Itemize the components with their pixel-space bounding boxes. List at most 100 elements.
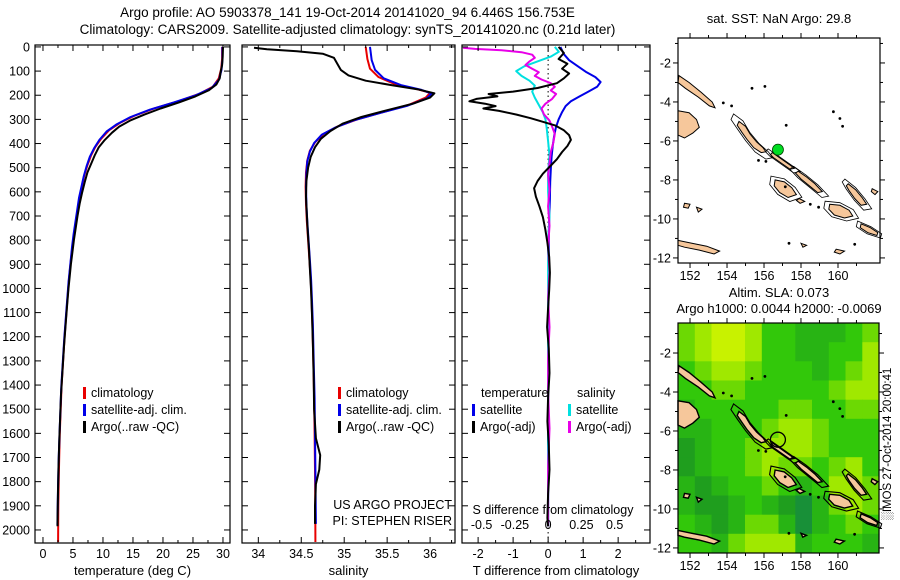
sst-map-islet-speck — [784, 123, 788, 127]
temperature-profile-ytick-label: 1200 — [2, 330, 30, 344]
sla-field-cell — [711, 495, 729, 516]
sla-field-cell — [694, 342, 713, 362]
sla-map-xtick-label: 152 — [680, 559, 701, 573]
difference-profile-legend-label: temperature — [481, 386, 548, 400]
sst-map-xtick-label: 152 — [680, 269, 701, 283]
sla-field-cell — [711, 361, 729, 381]
sla-field-cell — [694, 457, 713, 477]
sst-map-island-santa-isabel — [794, 170, 824, 194]
temperature-profile-xtick-label: 10 — [96, 547, 110, 561]
sla-field-cell — [795, 495, 813, 516]
sla-map-islet-speck — [757, 449, 760, 452]
sla-field-cell — [745, 399, 763, 420]
temperature-profile-ytick-label: 900 — [9, 258, 30, 272]
sla-field-cell — [845, 438, 863, 458]
sst-map-xtick-label: 160 — [828, 269, 849, 283]
difference-profile-legend-marker — [472, 404, 475, 416]
sla-field-cell — [761, 495, 780, 516]
sla-field-cell — [761, 399, 780, 420]
temperature-profile-ytick-label: 1000 — [2, 282, 30, 296]
sst-map-islet-speck — [853, 242, 857, 246]
sst-map-island-bougainville — [736, 120, 767, 154]
sla-field-cell — [845, 342, 863, 362]
sla-field-cell — [812, 323, 830, 343]
sla-map-islet-speck — [783, 475, 787, 479]
sla-map-islet-speck — [721, 391, 725, 395]
sla-field-cell — [795, 514, 813, 535]
sla-map-contour-santa-isabel — [788, 455, 830, 489]
difference-profile-legend-label: Argo(-adj) — [480, 420, 536, 434]
sla-map-frame — [677, 322, 880, 554]
difference-profile-xtick-label: 1 — [580, 547, 587, 561]
sla-field-cell — [795, 361, 813, 381]
temperature-profile-ytick-label: 2000 — [2, 523, 30, 537]
sla-map-island-new-ireland — [677, 364, 717, 399]
salinity-profile-legend-label: Argo(..raw -QC) — [346, 420, 434, 434]
sla-field-cell — [711, 438, 729, 458]
difference-profile-saxis-label: S difference from climatology — [473, 503, 635, 517]
temperature-profile-legend-marker — [83, 387, 86, 399]
sla-field-cell — [845, 399, 863, 420]
sla-field-cell — [828, 342, 847, 362]
sla-field-cell — [845, 418, 863, 439]
sla-map-argo-position-marker — [769, 431, 787, 448]
sla-field-cell — [678, 380, 696, 401]
sst-map-islet-speck — [750, 86, 754, 90]
sla-field-cell — [761, 380, 780, 401]
sla-field-cell — [862, 495, 880, 516]
sst-map-islet-speck — [808, 202, 812, 206]
sla-field-cell — [745, 438, 763, 458]
sla-field-cell — [828, 514, 847, 535]
sla-field-cell — [778, 514, 796, 535]
sla-field-cell — [678, 438, 696, 458]
sla-field-cell — [812, 380, 830, 401]
sla-field-cell — [795, 342, 813, 362]
sla-field-cell — [678, 342, 696, 362]
salinity-profile-series-argo-raw — [253, 46, 436, 524]
sla-field-cell — [761, 323, 780, 343]
salinity-profile-legend-marker — [338, 421, 341, 433]
sla-map-islet-speck — [764, 450, 768, 453]
sla-map-ytick-label: -12 — [653, 541, 671, 555]
sla-field-cell — [694, 418, 713, 439]
sst-map-island-new-ireland — [677, 74, 716, 109]
sst-map-island-makira — [859, 223, 879, 237]
sst-map-island-new-georgia — [773, 179, 798, 199]
sst-map-contour-guadalcanal — [823, 200, 860, 222]
sla-field-cell — [761, 342, 780, 362]
salinity-profile-annotation: US ARGO PROJECT — [333, 498, 452, 512]
temperature-profile-ytick-label: 700 — [9, 209, 30, 223]
salinity-profile-xtick-label: 35 — [337, 547, 351, 561]
sla-field-cell — [812, 438, 830, 458]
difference-profile-legend-label: Argo(-adj) — [576, 420, 632, 434]
sla-map-islet-speck — [831, 400, 835, 404]
sst-map-islet-speck — [757, 159, 760, 162]
difference-profile-legend-marker — [568, 404, 571, 416]
difference-profile-series-s-satellite — [515, 46, 560, 527]
sla-map-island-trobriand-2 — [695, 496, 704, 504]
sla-map-island-east-islet — [870, 477, 879, 486]
temperature-profile-xtick-label: 25 — [186, 547, 200, 561]
sla-field-cell — [761, 361, 780, 381]
temperature-profile-ytick-label: 0 — [23, 40, 30, 54]
sla-field-cell — [711, 342, 729, 362]
sst-map-islet-speck — [721, 101, 725, 105]
sla-map-ytick-label: -8 — [660, 463, 671, 477]
sla-field-cell — [828, 361, 847, 381]
difference-profile-xtick-label: -1 — [508, 547, 519, 561]
sla-field-cell — [728, 380, 746, 401]
sst-map-island-rennell — [833, 248, 846, 255]
sla-field-cell — [678, 514, 696, 535]
sst-map-island-new-georgia-east — [795, 197, 806, 204]
sla-field-cell — [694, 361, 713, 381]
sst-map-islet-speck — [817, 205, 820, 209]
sla-field-cell — [812, 533, 830, 554]
temperature-profile-series-argo-raw — [56, 46, 224, 527]
temperature-profile-ytick-label: 100 — [9, 65, 30, 79]
difference-profile-stick-label: 0 — [545, 518, 552, 532]
sla-map-island-bougainville — [736, 410, 767, 444]
difference-profile-frame — [461, 44, 651, 544]
difference-profile-legend-label: satellite — [480, 403, 522, 417]
sla-map-ytick-label: -10 — [653, 502, 671, 516]
sla-map-contour-guadalcanal — [823, 490, 860, 512]
